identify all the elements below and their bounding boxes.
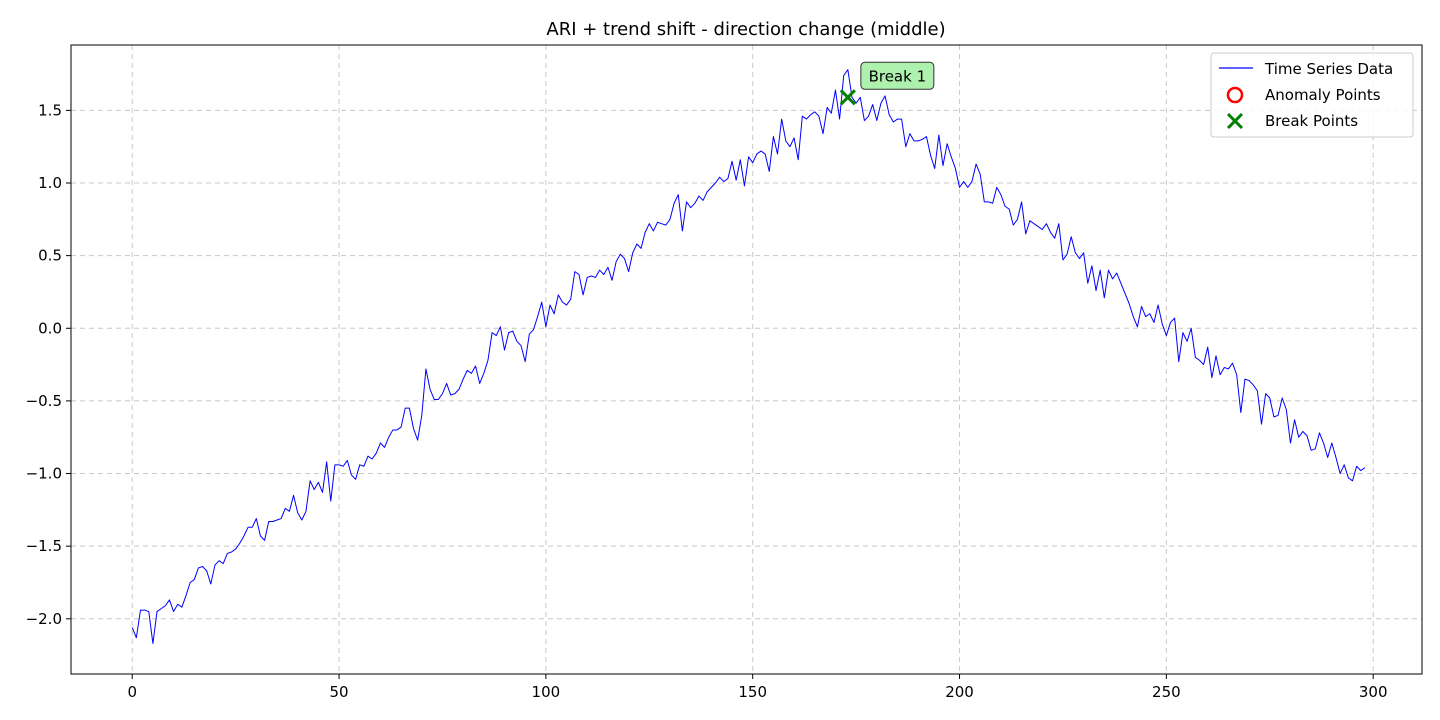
x-tick-label: 300 [1359,683,1388,701]
y-axis: −2.0 −1.5 −1.0 −0.5 0.0 0.5 1.0 1.5 [26,101,71,628]
x-tick-label: 0 [127,683,137,701]
x-tick-label: 200 [945,683,974,701]
legend-x-icon [1226,112,1244,130]
legend: Time Series Data Anomaly Points Break Po… [1210,52,1414,138]
y-tick-label: 0.0 [38,319,62,337]
chart-title: ARI + trend shift - direction change (mi… [546,19,945,40]
break-points: Break 1 [839,61,935,106]
y-tick-label: −2.0 [26,610,62,628]
legend-label-anomaly: Anomaly Points [1265,86,1381,104]
x-tick-label: 150 [738,683,767,701]
series-line [131,69,1366,644]
x-tick-label: 100 [532,683,561,701]
break-annotation-label: Break 1 [869,67,927,85]
break-annotation-box [860,61,935,90]
y-tick-label: 1.5 [38,101,62,119]
y-tick-label: −0.5 [26,392,62,410]
x-axis: 0 50 100 150 200 250 300 [127,674,1388,701]
y-tick-label: −1.5 [26,537,62,555]
x-tick-label: 250 [1152,683,1181,701]
break-point-marker [839,89,856,106]
y-tick-label: −1.0 [26,465,62,483]
legend-box [1210,52,1414,138]
y-tick-label: 1.0 [38,174,62,192]
legend-label-break: Break Points [1265,112,1358,130]
series-layer [131,69,1366,644]
y-tick-label: 0.5 [38,247,62,265]
break-marker-stroke [839,89,856,106]
legend-circle-icon [1226,86,1244,104]
plot-frame [70,44,1423,675]
legend-label-series: Time Series Data [1264,60,1393,78]
grid [71,45,1422,674]
x-tick-label: 50 [330,683,349,701]
